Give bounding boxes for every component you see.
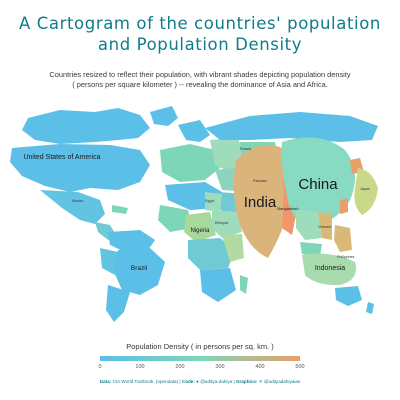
japan-shape xyxy=(354,168,378,215)
australia-shape xyxy=(335,286,362,306)
caribbean-shape xyxy=(112,205,128,214)
brazil-shape xyxy=(114,248,165,295)
scandinavia-shape xyxy=(178,120,210,142)
caption-graphics-text: @adityadahiyaias xyxy=(263,379,301,384)
label-russia: Russia xyxy=(240,147,251,151)
malaysia-shape xyxy=(300,242,322,256)
west-africa-shape xyxy=(158,205,192,232)
label-china: China xyxy=(298,176,338,193)
label-india: India xyxy=(244,194,277,211)
mexico-shape xyxy=(40,190,105,224)
east-africa-shape xyxy=(222,234,244,262)
taiwan-shape xyxy=(340,198,348,214)
label-usa: United States of America xyxy=(23,154,100,161)
subtitle-line-2: ( persons per square kilometer ) -- reve… xyxy=(72,79,328,89)
label-vietnam: Vietnam xyxy=(318,225,331,229)
canada-shape xyxy=(22,108,150,144)
argentina-chile-shape xyxy=(106,285,130,322)
label-brazil: Brazil xyxy=(131,265,148,272)
label-pakistan: Pakistan xyxy=(253,179,267,183)
western-europe-shape xyxy=(160,144,220,182)
cartogram-map: United States of America India China Nig… xyxy=(10,106,378,322)
caption-graphics-label: Graphics: xyxy=(235,379,258,384)
legend-title: Population Density ( in persons per sq. … xyxy=(126,342,274,351)
page-title: A Cartogram of the countries' population… xyxy=(0,13,400,55)
caption: Data: CIA World Factbook, (opendata) | C… xyxy=(99,379,301,384)
north-america-region xyxy=(10,108,150,240)
southern-africa-shape xyxy=(200,268,236,302)
madagascar-shape xyxy=(240,275,248,294)
new-zealand-shape xyxy=(366,302,374,314)
myanmar-thailand-shape xyxy=(296,210,322,240)
subtitle-line-1: Countries resized to reflect their popul… xyxy=(49,70,351,79)
indonesia-shape xyxy=(302,253,356,286)
nigeria-shape xyxy=(184,212,216,242)
south-america-region xyxy=(100,230,165,322)
legend-tick: 0 xyxy=(98,364,102,370)
usa-shape xyxy=(10,144,150,192)
x-twitter-icon: ✕ xyxy=(258,379,263,384)
caption-data-label: Data: xyxy=(99,379,112,384)
label-egypt: Egypt xyxy=(205,199,214,203)
peru-shape xyxy=(100,248,118,275)
subtitle: Countries resized to reflect their popul… xyxy=(18,70,382,89)
label-mexico: Mexico xyxy=(72,199,83,203)
legend-tick: 300 xyxy=(215,364,225,370)
label-bangladesh: Bangladesh xyxy=(277,206,298,211)
vietnam-shape xyxy=(318,212,332,240)
github-icon: ● xyxy=(196,379,199,384)
india-shape xyxy=(233,144,292,258)
legend-tick: 400 xyxy=(255,364,265,370)
caption-code-text: @aditya-dahiya xyxy=(200,379,233,384)
caption-data-text: CIA World Factbook, (opendata) xyxy=(112,379,179,384)
legend-tick: 100 xyxy=(135,364,145,370)
legend-tick: 500 xyxy=(295,364,305,370)
legend-tick: 200 xyxy=(175,364,185,370)
title-line-1: A Cartogram of the countries' population xyxy=(19,14,381,33)
label-japan: Japan xyxy=(360,187,370,191)
greenland-shape xyxy=(150,106,178,126)
ethiopia-shape xyxy=(212,210,242,238)
china-shape xyxy=(281,137,355,228)
caption-code-label: Code: xyxy=(181,379,195,384)
egypt-shape xyxy=(205,192,222,212)
russia-shape xyxy=(205,112,378,142)
label-indonesia: Indonesia xyxy=(315,265,345,272)
title-line-2: and Population Density xyxy=(97,35,303,54)
label-ethiopia: Ethiopia xyxy=(215,221,228,225)
southeast-asia-region xyxy=(296,210,356,286)
colombia-venezuela-shape xyxy=(108,230,155,252)
label-nigeria: Nigeria xyxy=(190,228,210,234)
central-africa-shape xyxy=(188,238,235,270)
label-philippines: Philippines xyxy=(337,255,355,259)
africa-region xyxy=(158,182,248,302)
philippines-shape xyxy=(334,225,352,252)
legend-color-bar xyxy=(100,356,300,361)
